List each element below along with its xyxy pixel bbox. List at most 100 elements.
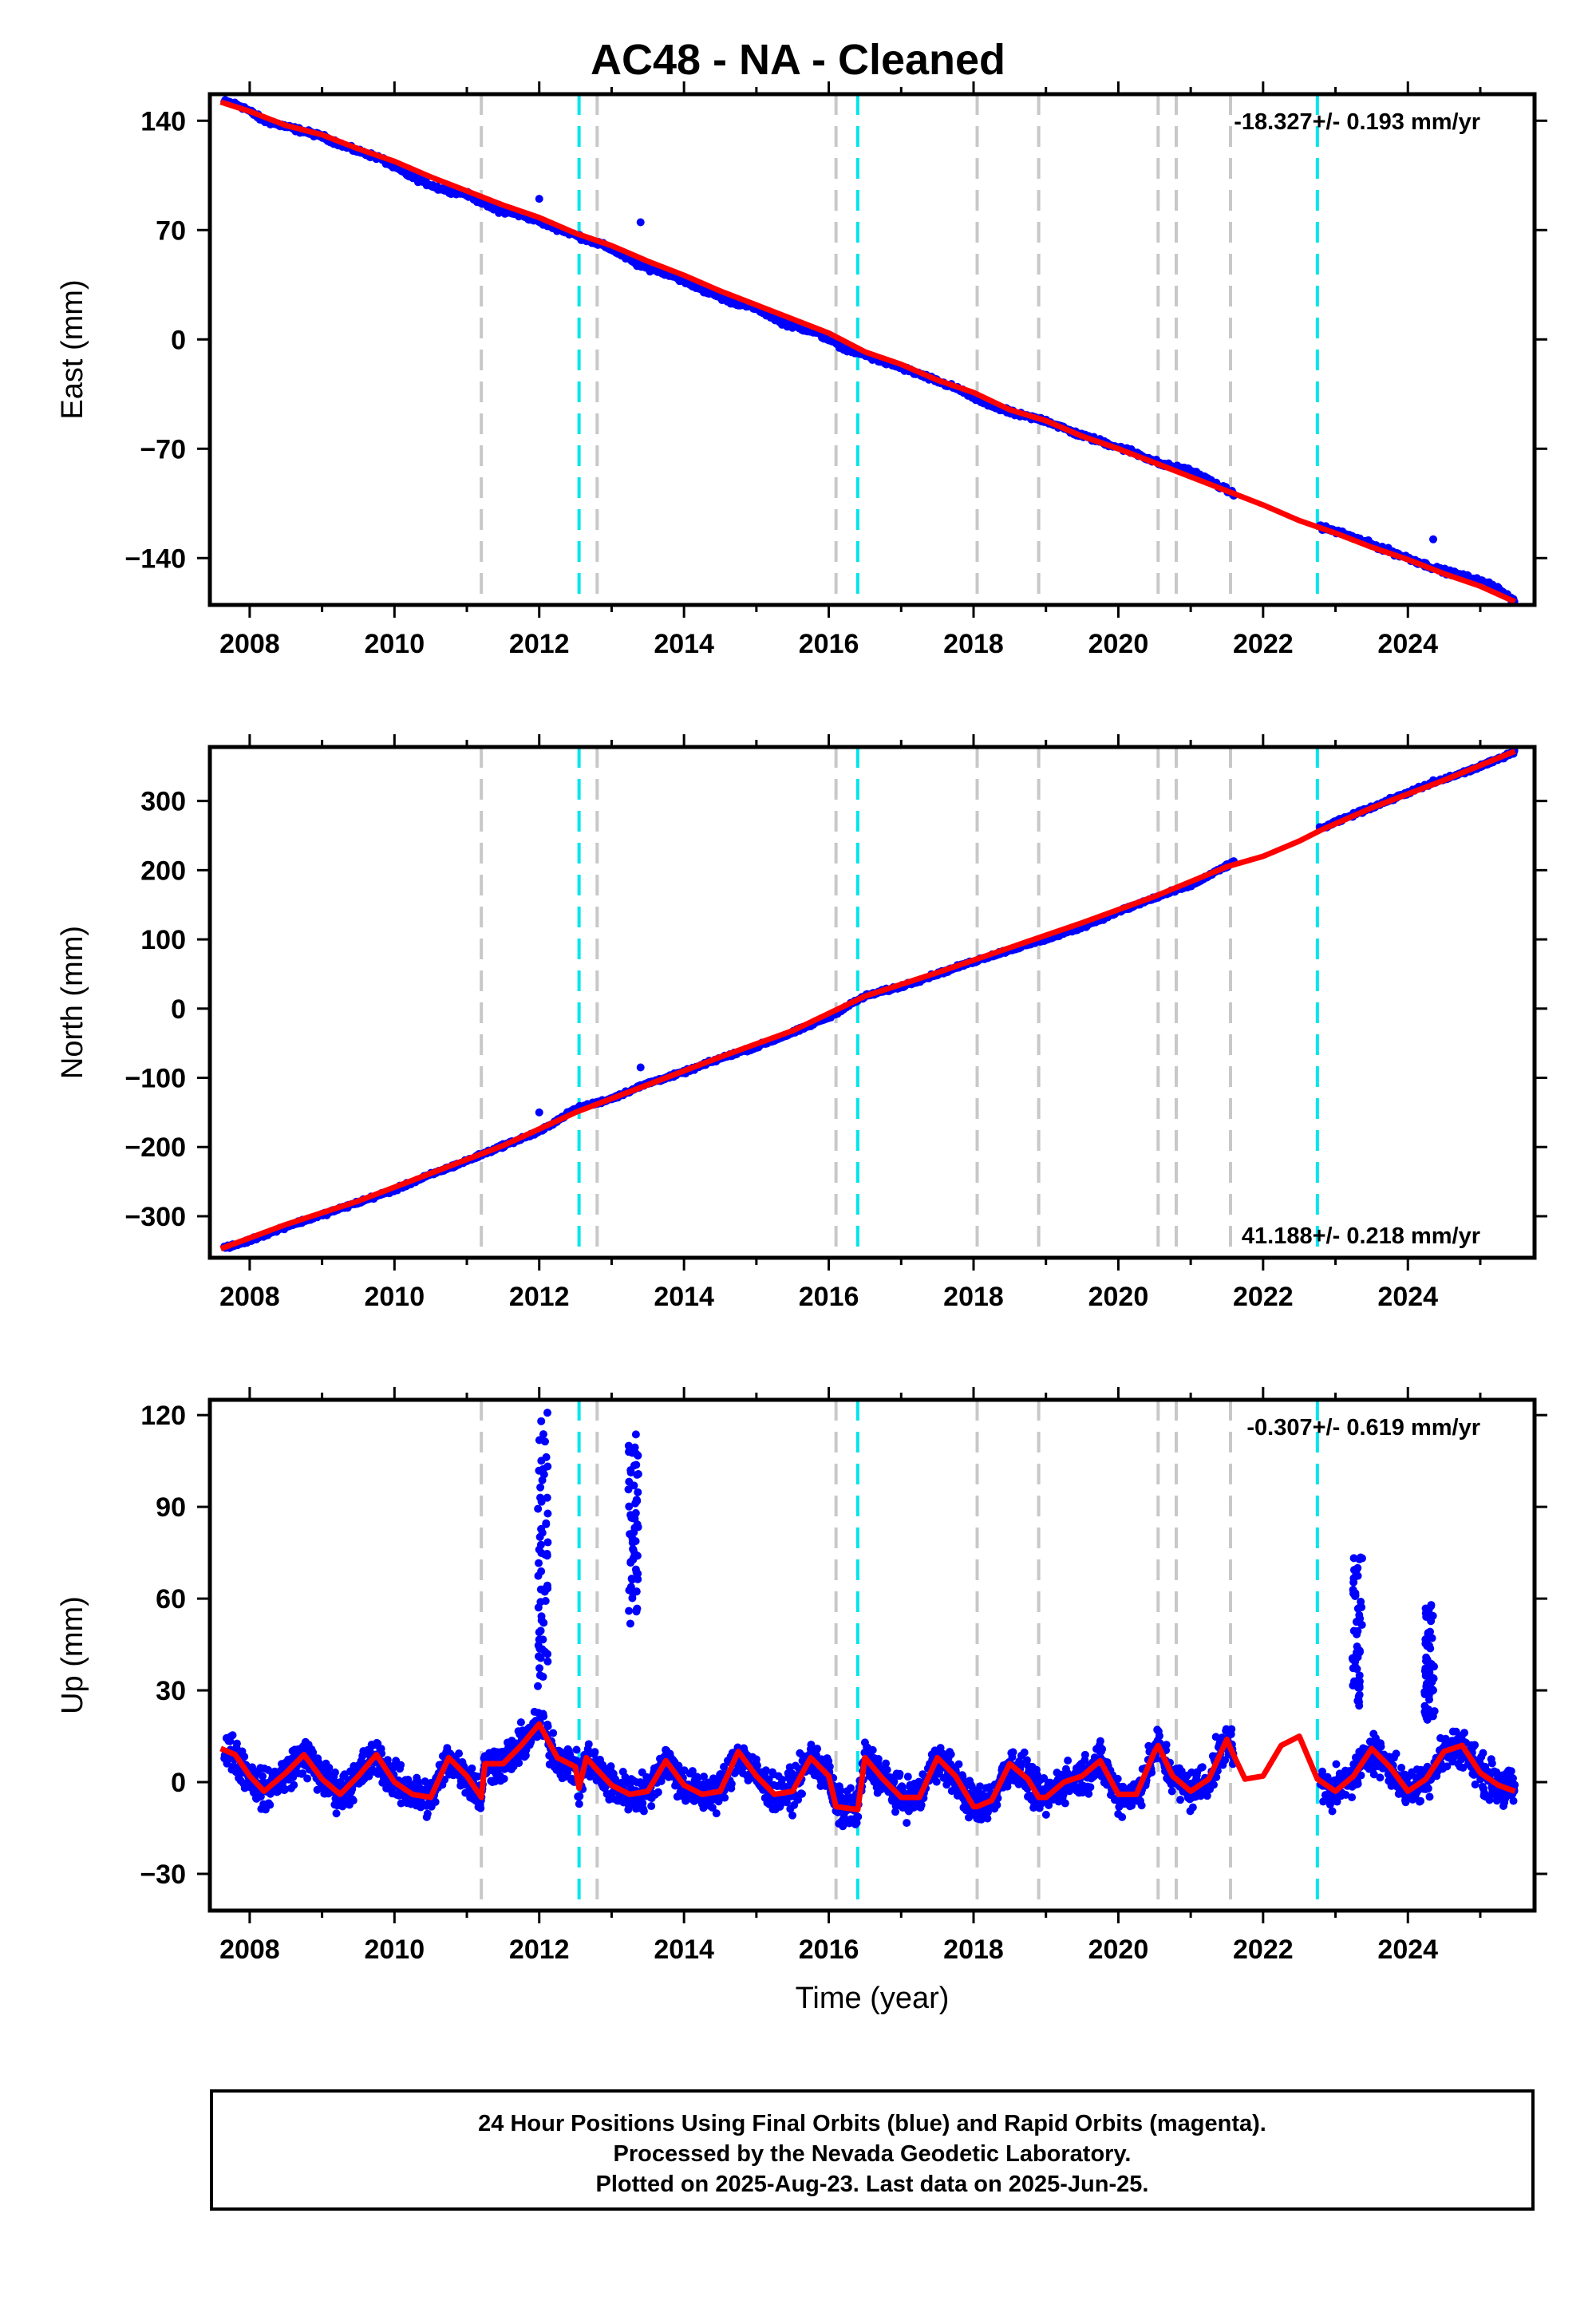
- up-data-point: [1086, 1783, 1095, 1792]
- north-x-tick-label: 2012: [509, 1282, 570, 1312]
- north-outlier-point: [535, 1108, 543, 1117]
- up-data-point: [1080, 1750, 1089, 1759]
- up-data-point: [688, 1767, 697, 1776]
- up-data-point: [332, 1809, 341, 1818]
- up-data-point: [976, 1782, 985, 1791]
- east-plot-frame: [207, 92, 1537, 607]
- north-y-tick-label: 0: [171, 994, 186, 1025]
- up-data-point: [883, 1765, 891, 1774]
- up-data-point: [954, 1760, 963, 1769]
- up-data-point: [281, 1784, 290, 1793]
- up-data-point: [1020, 1748, 1029, 1757]
- up-data-point: [727, 1780, 736, 1788]
- up-data-point: [852, 1819, 861, 1828]
- up-data-point: [584, 1740, 593, 1749]
- up-data-point: [397, 1761, 405, 1769]
- north-y-tick-label: −200: [124, 1132, 186, 1163]
- up-data-point: [932, 1777, 941, 1786]
- north-y-tick-label: −100: [124, 1064, 186, 1094]
- east-y-tick-label: −140: [124, 543, 186, 574]
- up-data-point: [917, 1800, 926, 1809]
- up-data-point: [753, 1761, 761, 1770]
- up-data-point: [895, 1769, 904, 1778]
- east-model-line: [219, 99, 1516, 605]
- up-data-point: [575, 1800, 583, 1808]
- up-data-point: [846, 1784, 855, 1792]
- up-data-point: [476, 1804, 485, 1812]
- up-data-point: [1096, 1737, 1104, 1745]
- up-data-point: [606, 1762, 615, 1771]
- east-x-tick-label: 2018: [943, 629, 1004, 659]
- up-data-point: [516, 1718, 525, 1727]
- up-data-point: [934, 1769, 943, 1777]
- east-outlier-point: [1429, 535, 1438, 543]
- north-x-tick-label: 2008: [219, 1282, 280, 1312]
- up-data-point: [712, 1809, 721, 1818]
- up-data-point: [639, 1807, 648, 1816]
- up-data-point: [708, 1804, 717, 1812]
- up-data-point: [1064, 1756, 1073, 1765]
- up-data-point: [1084, 1789, 1093, 1798]
- east-y-tick-label: 0: [171, 325, 186, 355]
- north-x-tick-label: 2024: [1377, 1282, 1438, 1312]
- up-data-point: [836, 1786, 845, 1795]
- chart-title: AC48 - NA - Cleaned: [590, 36, 1006, 84]
- up-data-point: [714, 1797, 723, 1806]
- up-data-point: [259, 1772, 267, 1780]
- north-x-tick-label: 2016: [799, 1282, 859, 1312]
- up-data-point: [455, 1749, 464, 1758]
- east-x-tick-label: 2022: [1233, 629, 1294, 659]
- up-data-point: [431, 1797, 440, 1806]
- up-data-point: [798, 1789, 807, 1798]
- north-model-line: [219, 748, 1516, 1251]
- up-data-point: [890, 1777, 899, 1786]
- up-data-point: [591, 1748, 599, 1757]
- east-x-tick-label: 2014: [654, 629, 714, 659]
- up-data-point: [777, 1775, 786, 1784]
- up-data-point: [349, 1796, 358, 1805]
- up-data-point: [807, 1741, 816, 1749]
- east-y-tick-label: −70: [140, 434, 186, 464]
- up-data-point: [946, 1750, 955, 1759]
- up-data-point: [1061, 1799, 1069, 1808]
- up-data-point: [903, 1819, 911, 1828]
- up-data-point: [647, 1802, 656, 1811]
- up-data-point: [674, 1761, 683, 1770]
- up-data-point: [383, 1756, 392, 1765]
- up-data-point: [279, 1779, 287, 1788]
- up-data-point: [752, 1755, 760, 1764]
- north-y-tick-label: 100: [140, 925, 186, 955]
- up-data-point: [1045, 1800, 1053, 1809]
- east-y-tick-label: 70: [156, 215, 186, 246]
- up-data-point: [515, 1759, 523, 1768]
- north-x-tick-label: 2020: [1088, 1282, 1149, 1312]
- up-data-point: [693, 1774, 701, 1783]
- up-data-point: [700, 1773, 709, 1781]
- east-x-tick-label: 2008: [219, 629, 280, 659]
- up-data-point: [891, 1808, 900, 1816]
- up-data-point: [868, 1745, 877, 1754]
- east-x-tick-label: 2012: [509, 629, 570, 659]
- up-data-point: [314, 1758, 323, 1767]
- east-x-tick-label: 2020: [1088, 629, 1149, 659]
- up-data-point: [1098, 1745, 1107, 1753]
- up-data-point: [303, 1774, 312, 1783]
- up-data-point: [993, 1800, 1001, 1809]
- up-data-point: [325, 1763, 334, 1772]
- north-x-tick-label: 2010: [364, 1282, 425, 1312]
- up-data-point: [228, 1731, 237, 1740]
- up-data-point: [903, 1773, 912, 1781]
- east-y-tick-label: 140: [140, 106, 186, 136]
- up-data-point: [539, 1712, 548, 1721]
- north-x-tick-label: 2018: [943, 1282, 1004, 1312]
- up-data-point: [788, 1769, 796, 1778]
- up-data-point: [266, 1800, 275, 1809]
- north-y-tick-label: 200: [140, 856, 186, 886]
- up-data-point: [761, 1766, 770, 1775]
- up-data-point: [549, 1729, 558, 1737]
- east-rate-label: -18.327+/- 0.193 mm/yr: [1234, 109, 1480, 135]
- up-data-point: [575, 1792, 584, 1800]
- up-data-point: [788, 1811, 797, 1820]
- up-data-point: [298, 1769, 307, 1778]
